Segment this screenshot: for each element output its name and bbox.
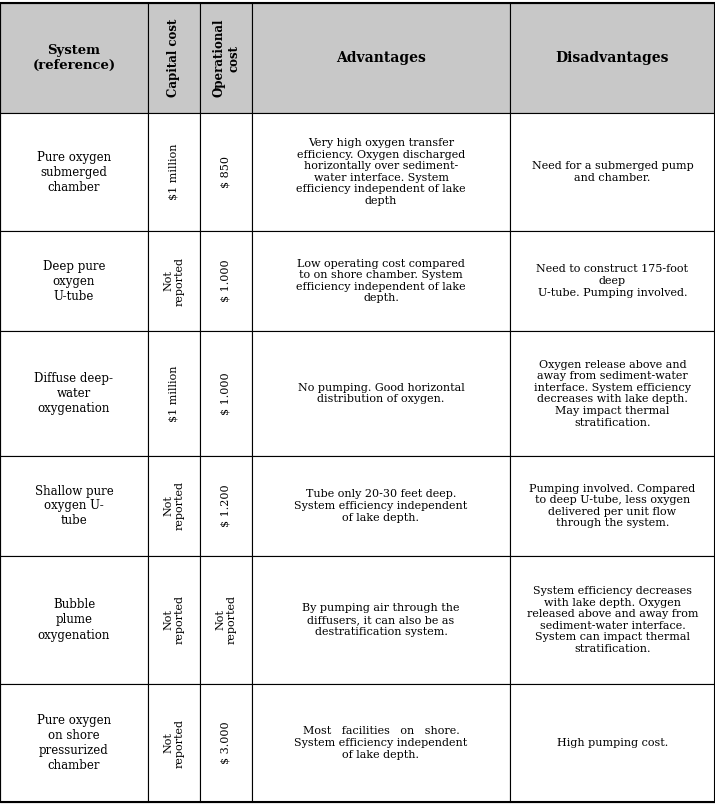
Bar	[200, 113, 252, 231]
Text: No pumping. Good horizontal
distribution of oxygen.: No pumping. Good horizontal distribution…	[297, 382, 464, 404]
Text: Most   facilities   on   shore.
System efficiency independent
of lake depth.: Most facilities on shore. System efficie…	[295, 726, 468, 760]
Bar	[0, 684, 148, 802]
Bar	[510, 556, 715, 684]
Bar	[200, 331, 252, 456]
Bar	[252, 113, 510, 231]
Text: Tube only 20-30 feet deep.
System efficiency independent
of lake depth.: Tube only 20-30 feet deep. System effici…	[295, 489, 468, 522]
Bar	[510, 684, 715, 802]
Bar	[148, 3, 200, 113]
Text: Not
reported: Not reported	[163, 719, 184, 767]
Text: $1 million: $1 million	[169, 365, 179, 422]
Text: Pumping involved. Compared
to deep U-tube, less oxygen
delivered per unit flow
t: Pumping involved. Compared to deep U-tub…	[529, 484, 696, 528]
Bar	[252, 3, 510, 113]
Bar	[252, 231, 510, 331]
Bar	[148, 331, 200, 456]
Text: Not
reported: Not reported	[163, 481, 184, 530]
Text: $ 850: $ 850	[221, 156, 231, 188]
Bar	[148, 113, 200, 231]
Text: $1 million: $1 million	[169, 144, 179, 200]
Text: Pure oxygen
submerged
chamber: Pure oxygen submerged chamber	[37, 151, 111, 193]
Text: Not
reported: Not reported	[215, 596, 237, 645]
Bar	[252, 684, 510, 802]
Text: System
(reference): System (reference)	[32, 44, 116, 72]
Bar	[200, 3, 252, 113]
Bar	[252, 331, 510, 456]
Bar	[0, 231, 148, 331]
Text: Bubble
plume
oxygenation: Bubble plume oxygenation	[38, 598, 110, 642]
Text: Shallow pure
oxygen U-
tube: Shallow pure oxygen U- tube	[34, 485, 114, 527]
Bar	[0, 331, 148, 456]
Bar	[510, 231, 715, 331]
Bar	[0, 3, 148, 113]
Text: System efficiency decreases
with lake depth. Oxygen
released above and away from: System efficiency decreases with lake de…	[527, 586, 699, 654]
Text: Need to construct 175-foot
deep
U-tube. Pumping involved.: Need to construct 175-foot deep U-tube. …	[536, 264, 689, 298]
Text: Capital cost: Capital cost	[167, 19, 180, 97]
Bar	[0, 556, 148, 684]
Text: $ 3.000: $ 3.000	[221, 722, 231, 764]
Text: $ 1.000: $ 1.000	[221, 260, 231, 303]
Text: By pumping air through the
diffusers, it can also be as
destratification system.: By pumping air through the diffusers, it…	[302, 604, 460, 637]
Text: Pure oxygen
on shore
pressurized
chamber: Pure oxygen on shore pressurized chamber	[37, 714, 111, 772]
Bar	[252, 556, 510, 684]
Bar	[510, 331, 715, 456]
Text: Not
reported: Not reported	[163, 596, 184, 645]
Bar	[148, 556, 200, 684]
Bar	[510, 456, 715, 556]
Bar	[252, 456, 510, 556]
Text: Disadvantages: Disadvantages	[556, 51, 669, 65]
Text: Very high oxygen transfer
efficiency. Oxygen discharged
horizontally over sedime: Very high oxygen transfer efficiency. Ox…	[296, 138, 465, 206]
Bar	[510, 113, 715, 231]
Text: Oxygen release above and
away from sediment-water
interface. System efficiency
d: Oxygen release above and away from sedim…	[534, 360, 691, 427]
Bar	[148, 231, 200, 331]
Text: Deep pure
oxygen
U-tube: Deep pure oxygen U-tube	[43, 259, 105, 303]
Text: Need for a submerged pump
and chamber.: Need for a submerged pump and chamber.	[532, 161, 694, 183]
Bar	[200, 556, 252, 684]
Bar	[200, 684, 252, 802]
Bar	[0, 113, 148, 231]
Bar	[148, 684, 200, 802]
Text: Operational
cost: Operational cost	[212, 19, 240, 97]
Bar	[200, 231, 252, 331]
Text: Low operating cost compared
to on shore chamber. System
efficiency independent o: Low operating cost compared to on shore …	[296, 258, 465, 303]
Bar	[148, 456, 200, 556]
Text: Advantages: Advantages	[336, 51, 426, 65]
Bar	[510, 3, 715, 113]
Text: Diffuse deep-
water
oxygenation: Diffuse deep- water oxygenation	[34, 372, 114, 415]
Bar	[200, 456, 252, 556]
Text: $ 1.000: $ 1.000	[221, 372, 231, 415]
Text: High pumping cost.: High pumping cost.	[557, 738, 668, 748]
Bar	[0, 456, 148, 556]
Text: Not
reported: Not reported	[163, 257, 184, 306]
Text: $ 1.200: $ 1.200	[221, 485, 231, 527]
